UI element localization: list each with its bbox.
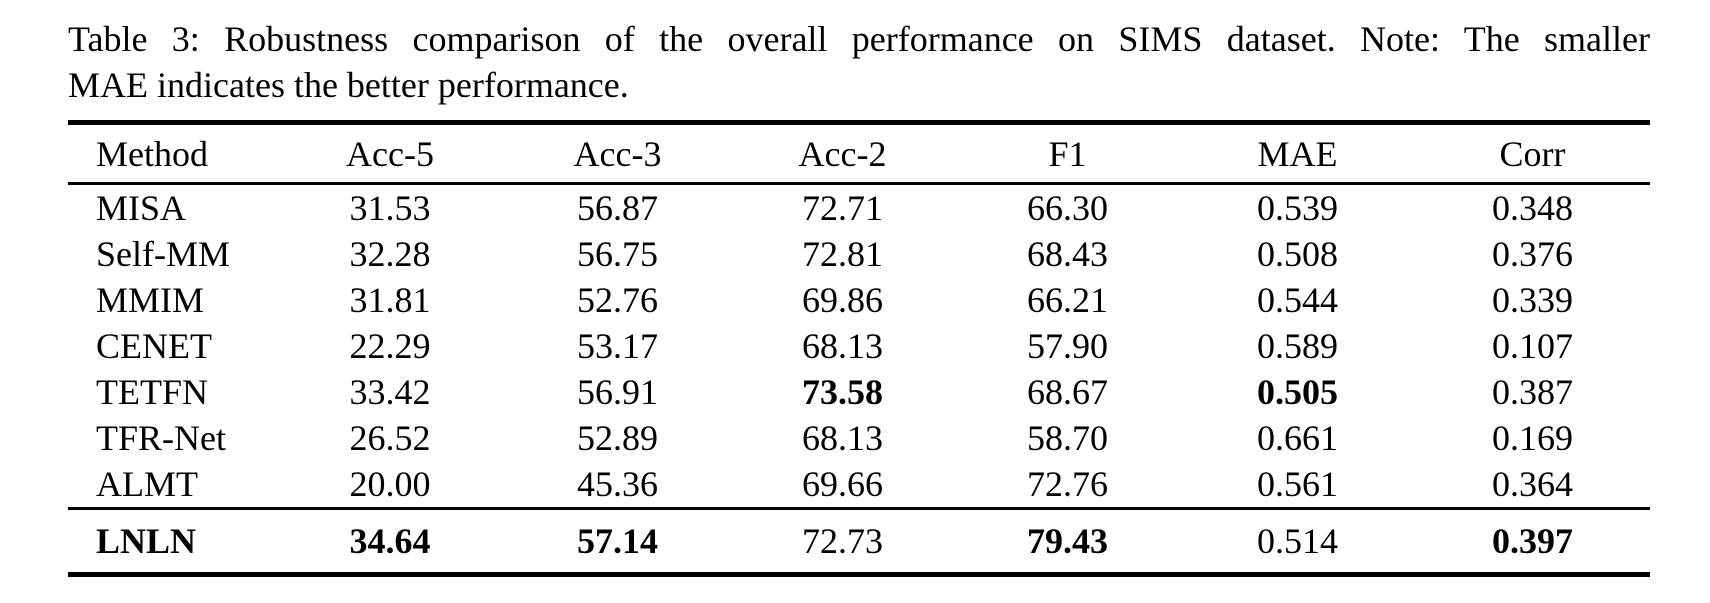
method-cell: CENET bbox=[96, 326, 212, 366]
value-cell: 0.339 bbox=[1492, 280, 1573, 320]
column-header-method: Method bbox=[68, 120, 275, 185]
value-cell: 45.36 bbox=[577, 464, 658, 504]
table-row-misa: MISA 31.53 56.87 72.71 66.30 0.539 0.348 bbox=[68, 184, 1650, 232]
value-cell: 66.21 bbox=[1027, 280, 1108, 320]
column-header-acc-3: Acc-3 bbox=[505, 120, 730, 185]
value-cell: 0.397 bbox=[1415, 507, 1650, 577]
value-cell: 33.42 bbox=[349, 372, 431, 412]
value-cell: 69.66 bbox=[802, 464, 883, 504]
value-cell: 72.81 bbox=[802, 234, 883, 274]
table-row-tfr-net: TFR-Net 26.52 52.89 68.13 58.70 0.661 0.169 bbox=[68, 415, 1650, 461]
method-cell: MMIM bbox=[96, 280, 205, 320]
value-cell: 72.76 bbox=[1027, 464, 1108, 504]
value-cell: 0.387 bbox=[1492, 372, 1573, 412]
table-caption: Table 3: Robustness comparison of the ov… bbox=[68, 16, 1650, 108]
table-body: MISA 31.53 56.87 72.71 66.30 0.539 0.348 Self-M… bbox=[68, 184, 1650, 577]
value-cell: 79.43 bbox=[955, 507, 1180, 577]
value-cell: 56.75 bbox=[577, 234, 658, 274]
caption-line-2: MAE indicates the better performance. bbox=[68, 65, 629, 105]
value-cell: 69.86 bbox=[802, 280, 883, 320]
value-cell: 0.107 bbox=[1492, 326, 1573, 366]
value-cell: 0.169 bbox=[1492, 418, 1573, 458]
value-cell: 26.52 bbox=[349, 418, 431, 458]
table-row-lnln: LNLN 34.64 57.14 72.73 79.43 0.514 0.397 bbox=[68, 507, 1650, 577]
value-cell: 0.508 bbox=[1257, 234, 1338, 274]
method-cell: TETFN bbox=[96, 372, 208, 412]
value-cell: 20.00 bbox=[349, 464, 431, 504]
value-cell: 72.71 bbox=[802, 188, 883, 228]
value-cell: 0.514 bbox=[1180, 507, 1415, 577]
value-cell: 56.91 bbox=[577, 372, 658, 412]
column-header-acc-5: Acc-5 bbox=[275, 120, 505, 185]
value-cell: 0.661 bbox=[1257, 418, 1338, 458]
table-row-tetfn: TETFN 33.42 56.91 73.58 68.67 0.505 0.387 bbox=[68, 369, 1650, 415]
value-cell: 0.348 bbox=[1492, 188, 1573, 228]
table-row-almt: ALMT 20.00 45.36 69.66 72.76 0.561 0.364 bbox=[68, 461, 1650, 509]
value-cell: 53.17 bbox=[577, 326, 658, 366]
value-cell: 52.76 bbox=[577, 280, 658, 320]
method-cell: MISA bbox=[96, 188, 187, 228]
table-row-mmim: MMIM 31.81 52.76 69.86 66.21 0.544 0.339 bbox=[68, 277, 1650, 323]
column-header-acc-2: Acc-2 bbox=[730, 120, 955, 185]
value-cell: 66.30 bbox=[1027, 188, 1108, 228]
value-cell: 0.544 bbox=[1257, 280, 1338, 320]
table-header: Method Acc-5 Acc-3 Acc-2 F1 MAE Corr bbox=[68, 120, 1650, 185]
method-cell: Self-MM bbox=[96, 234, 230, 274]
value-cell: 57.90 bbox=[1027, 326, 1108, 366]
value-cell: 0.589 bbox=[1257, 326, 1338, 366]
value-cell: 0.505 bbox=[1257, 372, 1338, 412]
table-block: Table 3: Robustness comparison of the ov… bbox=[68, 16, 1650, 577]
column-header-corr: Corr bbox=[1415, 120, 1650, 185]
value-cell: 52.89 bbox=[577, 418, 658, 458]
value-cell: 31.81 bbox=[349, 280, 431, 320]
method-cell: TFR-Net bbox=[96, 418, 226, 458]
value-cell: 57.14 bbox=[505, 507, 730, 577]
value-cell: 58.70 bbox=[1027, 418, 1108, 458]
results-table: Method Acc-5 Acc-3 Acc-2 F1 MAE Corr MISA 31.53… bbox=[68, 120, 1650, 577]
value-cell: 72.73 bbox=[730, 507, 955, 577]
column-header-mae: MAE bbox=[1180, 120, 1415, 185]
method-cell: ALMT bbox=[96, 464, 198, 504]
value-cell: 68.43 bbox=[1027, 234, 1108, 274]
value-cell: 68.13 bbox=[802, 326, 883, 366]
caption-line-1: Table 3: Robustness comparison of the ov… bbox=[68, 19, 1650, 59]
table-row-cenet: CENET 22.29 53.17 68.13 57.90 0.589 0.107 bbox=[68, 323, 1650, 369]
value-cell: 73.58 bbox=[802, 372, 883, 412]
value-cell: 32.28 bbox=[349, 234, 431, 274]
value-cell: 68.13 bbox=[802, 418, 883, 458]
method-cell: LNLN bbox=[68, 507, 275, 577]
value-cell: 22.29 bbox=[349, 326, 431, 366]
value-cell: 31.53 bbox=[349, 188, 431, 228]
value-cell: 56.87 bbox=[577, 188, 658, 228]
value-cell: 0.561 bbox=[1257, 464, 1338, 504]
column-header-f1: F1 bbox=[955, 120, 1180, 185]
header-row: Method Acc-5 Acc-3 Acc-2 F1 MAE Corr bbox=[68, 120, 1650, 185]
value-cell: 0.364 bbox=[1492, 464, 1573, 504]
value-cell: 0.539 bbox=[1257, 188, 1338, 228]
value-cell: 34.64 bbox=[275, 507, 505, 577]
value-cell: 0.376 bbox=[1492, 234, 1573, 274]
value-cell: 68.67 bbox=[1027, 372, 1108, 412]
table-row-self-mm: Self-MM 32.28 56.75 72.81 68.43 0.508 0.376 bbox=[68, 231, 1650, 277]
